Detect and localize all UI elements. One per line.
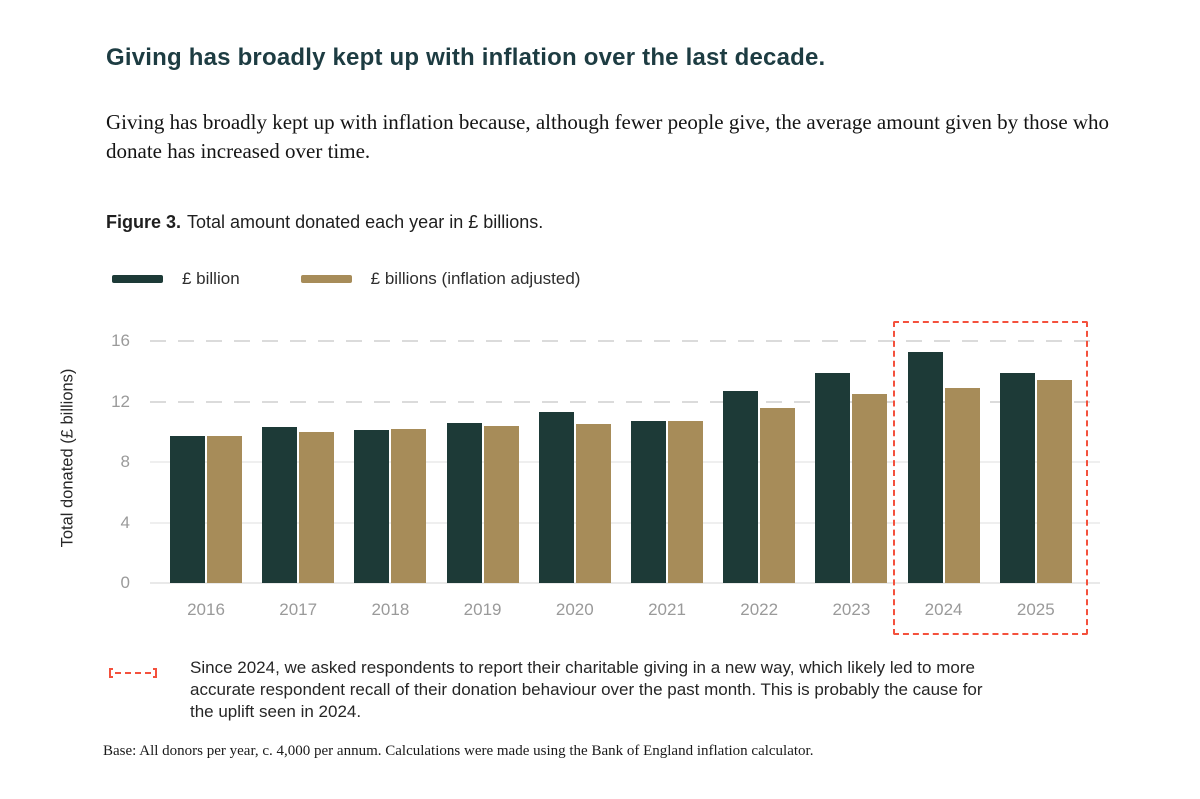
gridline-4	[150, 521, 1100, 524]
gridline-16	[150, 340, 1100, 342]
legend-swatch-inflation-adjusted	[300, 275, 352, 283]
bar-2023-inflation-adjusted	[852, 393, 888, 583]
legend-item-nominal: £ billion	[112, 269, 240, 289]
bar-2024-nominal	[907, 351, 943, 583]
bar-2022-nominal	[723, 390, 759, 583]
x-tick-label-2017: 2017	[279, 600, 318, 619]
bar-group-2017: 2017	[262, 341, 335, 619]
bar-2025-nominal	[999, 372, 1035, 583]
bar-2020-nominal	[538, 412, 574, 583]
figure-number-label: Figure 3.	[106, 212, 182, 232]
dash-key-dashes	[115, 672, 151, 674]
legend-label-inflation-adjusted: £ billions (inflation adjusted)	[370, 269, 581, 288]
chart-legend: £ billion £ billions (inflation adjusted…	[112, 269, 580, 289]
x-tick-label-2021: 2021	[648, 600, 686, 619]
bar-2020-inflation-adjusted	[575, 424, 611, 583]
x-tick-label-2023: 2023	[832, 600, 871, 619]
figure-caption-text: Total amount donated each year in £ bill…	[187, 212, 544, 232]
y-tick-label-4: 4	[120, 512, 130, 532]
bar-group-2022: 2022	[723, 341, 796, 619]
y-tick-label-0: 0	[120, 573, 130, 592]
x-tick-label-2016: 2016	[187, 600, 225, 619]
bar-group-2019: 2019	[446, 341, 519, 619]
y-tick-label-16: 16	[111, 331, 130, 350]
legend-item-inflation-adjusted: £ billions (inflation adjusted)	[300, 269, 581, 289]
page-subtitle: Giving has broadly kept up with inflatio…	[106, 110, 1110, 163]
bar-2019-nominal	[446, 422, 482, 583]
bar-group-2021: 2021	[631, 341, 703, 619]
bar-2018-inflation-adjusted	[391, 428, 427, 583]
bar-2016-nominal	[170, 436, 205, 583]
y-tick-label-12: 12	[111, 391, 130, 411]
bar-2024-inflation-adjusted	[944, 387, 980, 583]
bar-2023-nominal	[815, 372, 851, 583]
x-tick-label-2019: 2019	[463, 600, 502, 619]
legend-swatch-nominal	[112, 275, 163, 283]
bar-2021-nominal	[631, 421, 666, 583]
bar-group-2025: 2025	[999, 341, 1072, 619]
bar-group-2023: 2023	[815, 341, 888, 619]
bar-2018-nominal	[354, 430, 390, 583]
bar-2025-inflation-adjusted	[1036, 380, 1072, 583]
legend-label-nominal: £ billion	[182, 269, 240, 288]
base-footnote: Base: All donors per year, c. 4,000 per …	[103, 743, 814, 759]
bar-2017-nominal	[262, 427, 298, 583]
bar-2016-inflation-adjusted	[207, 436, 242, 583]
page-title: Giving has broadly kept up with inflatio…	[106, 44, 826, 71]
bar-2017-inflation-adjusted	[299, 431, 335, 583]
gridline-12	[150, 400, 1100, 403]
gridline-0	[150, 582, 1100, 584]
bar-group-2024: 2024	[907, 341, 980, 619]
bar-2022-inflation-adjusted	[760, 407, 796, 583]
x-tick-label-2022: 2022	[740, 600, 779, 619]
bar-group-2020: 2020	[538, 341, 611, 619]
dash-key-right-bracket	[153, 668, 157, 678]
gridline-8	[150, 461, 1100, 463]
x-tick-label-2018: 2018	[371, 600, 410, 619]
y-tick-label-8: 8	[120, 452, 130, 471]
bar-group-2018: 2018	[354, 341, 427, 619]
bar-chart-plot-area: 2016 2017 2018 2019 2020 2021 2022 2023 2024 2025	[150, 340, 1100, 619]
highlight-footnote: Since 2024, we asked respondents to repo…	[190, 658, 983, 721]
x-tick-label-2020: 2020	[555, 600, 594, 619]
bar-2019-inflation-adjusted	[483, 425, 519, 583]
figure-caption: Figure 3. Total amount donated each year …	[106, 212, 1006, 233]
x-tick-label-2025: 2025	[1016, 600, 1055, 619]
highlight-box-2024-2025	[893, 321, 1088, 635]
dashed-box-key-icon	[109, 668, 157, 678]
x-tick-label-2024: 2024	[924, 600, 963, 619]
dash-key-left-bracket	[109, 668, 113, 678]
bar-group-2016: 2016	[170, 341, 242, 619]
bar-2021-inflation-adjusted	[668, 421, 703, 583]
